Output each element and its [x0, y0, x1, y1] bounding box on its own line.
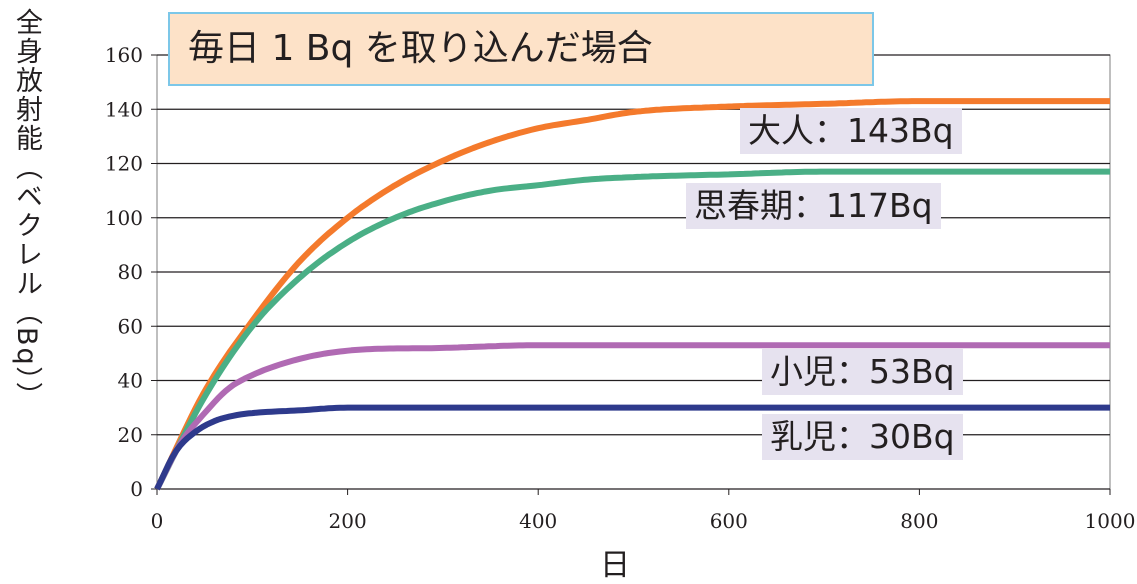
series-label-infant: 乳児：30Bq — [762, 414, 963, 460]
y-tick-label: 120 — [105, 152, 143, 176]
y-tick-label: 140 — [105, 97, 143, 121]
y-tick-label: 60 — [118, 314, 143, 338]
y-axis-label: 全身放射能（ベクレル（Bq）） — [11, 8, 42, 412]
series-label-child: 小児：53Bq — [762, 349, 963, 395]
y-tick-label: 20 — [118, 423, 143, 447]
series-line-0 — [154, 98, 1110, 491]
y-tick-label: 100 — [105, 206, 143, 230]
series-lines — [154, 98, 1110, 491]
series-label-adolescent: 思春期：117Bq — [686, 183, 941, 229]
x-tick-label: 400 — [519, 509, 557, 533]
x-tick-label: 0 — [151, 509, 164, 533]
x-tick-label: 600 — [710, 509, 748, 533]
series-line-1 — [154, 168, 1110, 491]
x-axis-label: 日 — [600, 548, 630, 583]
x-tick-labels: 0 200 400 600 800 1000 — [151, 509, 1136, 533]
y-tick-label: 40 — [118, 369, 143, 393]
series-line-3 — [154, 404, 1110, 491]
y-tick-label: 0 — [130, 477, 143, 501]
chart-title: 毎日 1 Bq を取り込んだ場合 — [168, 12, 874, 86]
y-tick-labels: 0 20 40 60 80 100 120 140 160 — [105, 43, 143, 501]
series-line-2 — [154, 342, 1110, 491]
series-label-adult: 大人：143Bq — [740, 108, 962, 154]
y-tick-label: 160 — [105, 43, 143, 67]
x-tick-label: 200 — [329, 509, 367, 533]
y-tick-label: 80 — [118, 260, 143, 284]
x-tick-label: 800 — [900, 509, 938, 533]
x-tick-label: 1000 — [1085, 509, 1136, 533]
gridlines — [151, 54, 1111, 495]
